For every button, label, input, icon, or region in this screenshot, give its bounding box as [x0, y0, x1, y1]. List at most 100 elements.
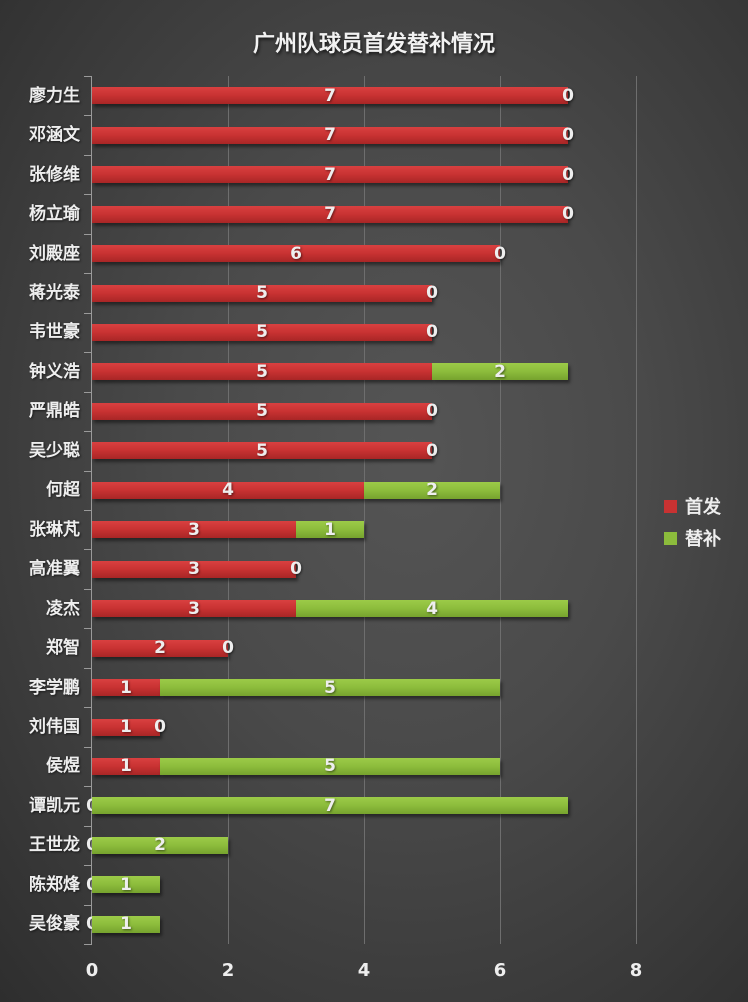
data-label: 7: [324, 164, 336, 185]
bar-segment-start[interactable]: [92, 126, 568, 144]
y-tick: [84, 154, 92, 156]
x-tick-label: 6: [493, 960, 507, 981]
data-label: 5: [256, 440, 268, 461]
category-label: 刘伟国: [29, 717, 80, 737]
bar-segment-sub[interactable]: [92, 876, 160, 894]
bar-segment-sub[interactable]: [160, 679, 500, 697]
y-tick: [84, 628, 92, 630]
category-label: 严鼎皓: [29, 401, 80, 422]
bar-segment-start[interactable]: [92, 323, 432, 341]
category-label: 高准翼: [29, 559, 80, 580]
y-tick: [84, 904, 92, 906]
bar-segment-sub[interactable]: [92, 797, 568, 815]
y-tick: [84, 194, 92, 196]
y-tick: [84, 588, 92, 590]
y-tick: [84, 786, 92, 788]
data-label: 0: [562, 204, 574, 225]
legend: 首发 替补: [664, 490, 721, 554]
bar-segment-start[interactable]: [92, 166, 568, 184]
y-tick: [84, 825, 92, 827]
data-label: 5: [324, 677, 336, 698]
gridline: [636, 76, 637, 944]
data-label: 0: [426, 283, 438, 303]
legend-item-start[interactable]: 首发: [664, 490, 721, 522]
bar-segment-start[interactable]: [92, 442, 432, 460]
y-tick: [84, 667, 92, 669]
y-tick: [84, 115, 92, 117]
gridline: [364, 76, 365, 944]
category-label: 王世龙: [29, 835, 80, 856]
legend-swatch-start: [664, 499, 677, 513]
data-label: 0: [222, 638, 234, 659]
category-label: 陈郑烽: [29, 874, 80, 895]
bar-segment-sub[interactable]: [160, 757, 500, 775]
category-label: 刘殿座: [29, 243, 80, 264]
bar-segment-start[interactable]: [92, 718, 160, 736]
y-tick: [84, 746, 92, 748]
category-label: 廖力生: [29, 85, 80, 106]
x-tick-label: 2: [221, 960, 235, 981]
bar-segment-sub[interactable]: [92, 836, 228, 854]
data-label: 7: [324, 795, 336, 816]
bar-segment-start[interactable]: [92, 245, 500, 263]
bar-segment-start[interactable]: [92, 402, 432, 420]
bar-segment-sub[interactable]: [432, 363, 568, 381]
bar-segment-sub[interactable]: [296, 521, 364, 539]
data-label: 3: [188, 519, 200, 540]
legend-swatch-sub: [664, 531, 677, 545]
bar-segment-start[interactable]: [92, 284, 432, 302]
category-label: 何超: [46, 480, 80, 501]
data-label: 5: [256, 283, 268, 303]
data-label: 7: [324, 204, 336, 225]
bar-segment-start[interactable]: [92, 639, 228, 657]
gridline: [228, 76, 229, 944]
data-label: 2: [154, 638, 166, 659]
category-label: 吴俊豪: [29, 914, 80, 935]
bar-segment-sub[interactable]: [92, 915, 160, 933]
y-tick: [84, 865, 92, 867]
data-label: 0: [494, 243, 506, 264]
data-label: 3: [188, 598, 200, 619]
bar-segment-start[interactable]: [92, 560, 296, 578]
data-label: 1: [324, 519, 336, 540]
data-label: 0: [562, 85, 574, 106]
data-label: 1: [120, 717, 132, 737]
data-label: 0: [290, 559, 302, 580]
bar-segment-start[interactable]: [92, 521, 296, 539]
legend-item-sub[interactable]: 替补: [664, 522, 721, 554]
category-label: 邓涵文: [29, 125, 80, 146]
plot-area: [92, 76, 652, 944]
y-tick: [84, 312, 92, 314]
chart-title: 广州队球员首发替补情况: [252, 32, 495, 57]
bar-segment-start[interactable]: [92, 205, 568, 223]
data-label: 4: [222, 480, 234, 501]
y-tick: [84, 707, 92, 709]
bar-segment-start[interactable]: [92, 679, 160, 697]
y-tick: [84, 273, 92, 275]
category-label: 韦世豪: [29, 322, 80, 343]
category-label: 吴少聪: [29, 440, 80, 461]
data-label: 0: [562, 125, 574, 146]
data-label: 5: [256, 361, 268, 382]
category-label: 杨立瑜: [29, 204, 80, 225]
bar-segment-start[interactable]: [92, 757, 160, 775]
bar-segment-start[interactable]: [92, 600, 296, 618]
bar-segment-start[interactable]: [92, 87, 568, 105]
category-label: 谭凯元: [29, 795, 80, 816]
x-tick-label: 4: [357, 960, 371, 981]
data-label: 6: [290, 243, 302, 264]
data-label: 5: [256, 401, 268, 422]
data-label: 0: [426, 322, 438, 343]
data-label: 0: [154, 717, 166, 737]
bar-segment-sub[interactable]: [364, 481, 500, 499]
category-label: 侯煜: [46, 756, 80, 777]
category-label: 李学鹏: [29, 677, 80, 698]
bar-segment-sub[interactable]: [296, 600, 568, 618]
bar-segment-start[interactable]: [92, 481, 364, 499]
bar-segment-start[interactable]: [92, 363, 432, 381]
data-label: 0: [426, 401, 438, 422]
legend-label-sub: 替补: [685, 529, 721, 550]
data-label: 7: [324, 125, 336, 146]
y-tick: [84, 391, 92, 393]
